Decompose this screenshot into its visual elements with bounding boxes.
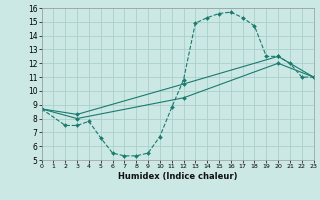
X-axis label: Humidex (Indice chaleur): Humidex (Indice chaleur) [118, 172, 237, 181]
